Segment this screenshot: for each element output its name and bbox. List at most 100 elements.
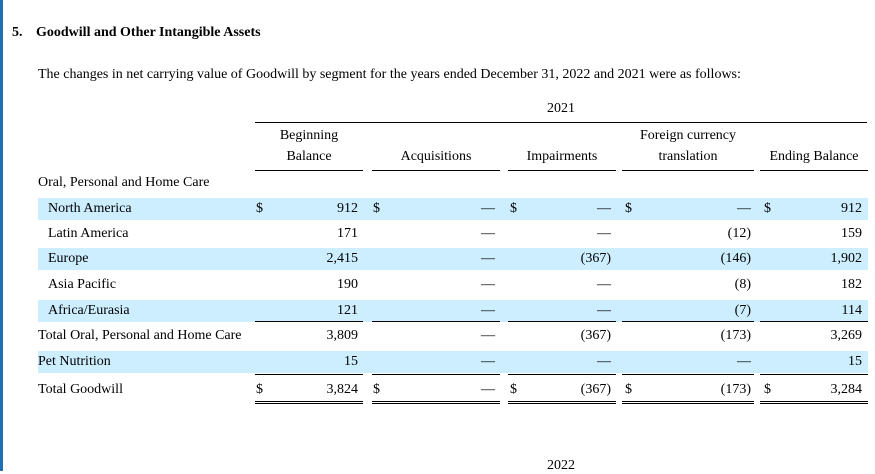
row-label: Pet Nutrition <box>38 354 111 369</box>
group-label: Oral, Personal and Home Care <box>38 175 210 190</box>
table-row: Latin America 171 — — (12) 159 <box>38 223 868 245</box>
beginning-value: 2,415 <box>326 251 359 266</box>
total-rule <box>760 374 868 375</box>
currency-symbol: $ <box>373 201 380 216</box>
beginning-balance-header: Beginning Balance <box>279 128 339 164</box>
ending-value: 3,284 <box>830 382 863 397</box>
acquisitions-value: — <box>481 277 495 292</box>
row-label: Total Goodwill <box>38 382 123 397</box>
header-rule <box>760 170 868 171</box>
currency-symbol: $ <box>510 201 517 216</box>
double-underline <box>760 401 868 404</box>
table-row: Africa/Eurasia 121 — — (7) 114 <box>38 300 868 322</box>
acquisitions-value: — <box>481 226 495 241</box>
fx-value: (12) <box>727 226 751 241</box>
table-row: Total Goodwill $ 3,824 $ — $ (367) $ (17… <box>38 379 868 401</box>
header-rule <box>508 170 616 171</box>
subtotal-rule <box>508 321 616 322</box>
fx-value: — <box>737 354 751 369</box>
row-label: North America <box>48 201 132 216</box>
impairments-header: Impairments <box>526 149 598 164</box>
table-row: Asia Pacific 190 — — (8) 182 <box>38 274 868 296</box>
table-row: Pet Nutrition 15 — — — 15 <box>38 351 868 373</box>
acquisitions-value: — <box>481 251 495 266</box>
total-rule <box>372 374 500 375</box>
subtotal-rule <box>760 321 868 322</box>
impairments-value: (367) <box>580 251 611 266</box>
ending-balance-header: Ending Balance <box>769 149 859 164</box>
table-row: Total Oral, Personal and Home Care 3,809… <box>38 325 868 347</box>
total-rule <box>255 374 363 375</box>
total-rule <box>622 374 754 375</box>
table-row: North America $ 912 $ — $ — $ — $ 912 <box>38 198 868 220</box>
acquisitions-value: — <box>481 354 495 369</box>
beginning-value: 3,809 <box>326 328 359 343</box>
currency-symbol: $ <box>510 382 517 397</box>
double-underline <box>622 401 754 404</box>
impairments-value: — <box>597 354 611 369</box>
intro-paragraph: The changes in net carrying value of Goo… <box>38 67 741 82</box>
total-rule <box>508 374 616 375</box>
section-title: Goodwill and Other Intangible Assets <box>36 25 261 40</box>
ending-value: 114 <box>841 303 862 318</box>
currency-symbol: $ <box>764 201 771 216</box>
beginning-value: 3,824 <box>326 382 359 397</box>
beginning-value: 121 <box>337 303 358 318</box>
row-label: Africa/Eurasia <box>48 303 130 318</box>
currency-symbol: $ <box>625 382 632 397</box>
fx-value: (8) <box>734 277 751 292</box>
ending-value: 3,269 <box>830 328 863 343</box>
impairments-value: — <box>597 277 611 292</box>
acquisitions-value: — <box>481 303 495 318</box>
fx-value: (146) <box>720 251 751 266</box>
beginning-value: 15 <box>344 354 358 369</box>
year-rule <box>255 122 867 123</box>
subtotal-rule <box>622 321 754 322</box>
acquisitions-value: — <box>481 382 495 397</box>
subtotal-rule <box>255 321 363 322</box>
table-row: Europe 2,415 — (367) (146) 1,902 <box>38 248 868 270</box>
impairments-value: (367) <box>580 382 611 397</box>
currency-symbol: $ <box>256 201 263 216</box>
acquisitions-value: — <box>481 201 495 216</box>
left-accent-bar <box>0 0 3 471</box>
ending-value: 15 <box>848 354 862 369</box>
fx-value: (173) <box>720 382 751 397</box>
acquisitions-value: — <box>481 328 495 343</box>
impairments-value: (367) <box>580 328 611 343</box>
beginning-value: 171 <box>337 226 358 241</box>
impairments-value: — <box>597 226 611 241</box>
section-heading: 5. Goodwill and Other Intangible Assets <box>12 25 261 41</box>
impairments-value: — <box>597 201 611 216</box>
currency-symbol: $ <box>625 201 632 216</box>
ending-value: 159 <box>841 226 862 241</box>
group-label-row: Oral, Personal and Home Care <box>38 172 868 194</box>
fx-value: — <box>737 201 751 216</box>
section-number: 5. <box>12 25 23 40</box>
double-underline <box>508 401 616 404</box>
row-label: Europe <box>48 251 89 266</box>
impairments-value: — <box>597 303 611 318</box>
beginning-value: 190 <box>337 277 358 292</box>
fx-value: (7) <box>734 303 751 318</box>
row-label: Asia Pacific <box>48 277 117 292</box>
fx-translation-header: Foreign currency translation <box>639 128 737 164</box>
currency-symbol: $ <box>764 382 771 397</box>
ending-value: 1,902 <box>830 251 863 266</box>
double-underline <box>372 401 500 404</box>
currency-symbol: $ <box>256 382 263 397</box>
header-rule <box>622 170 754 171</box>
ending-value: 912 <box>841 201 862 216</box>
double-underline <box>255 401 363 404</box>
acquisitions-header: Acquisitions <box>400 149 472 164</box>
next-year-header: 2022 <box>547 458 575 473</box>
ending-value: 182 <box>841 277 862 292</box>
header-rule <box>372 170 500 171</box>
currency-symbol: $ <box>373 382 380 397</box>
row-label: Total Oral, Personal and Home Care <box>38 328 242 343</box>
fx-value: (173) <box>720 328 751 343</box>
row-label: Latin America <box>48 226 129 241</box>
beginning-value: 912 <box>337 201 358 216</box>
subtotal-rule <box>372 321 500 322</box>
year-header: 2021 <box>547 101 575 116</box>
